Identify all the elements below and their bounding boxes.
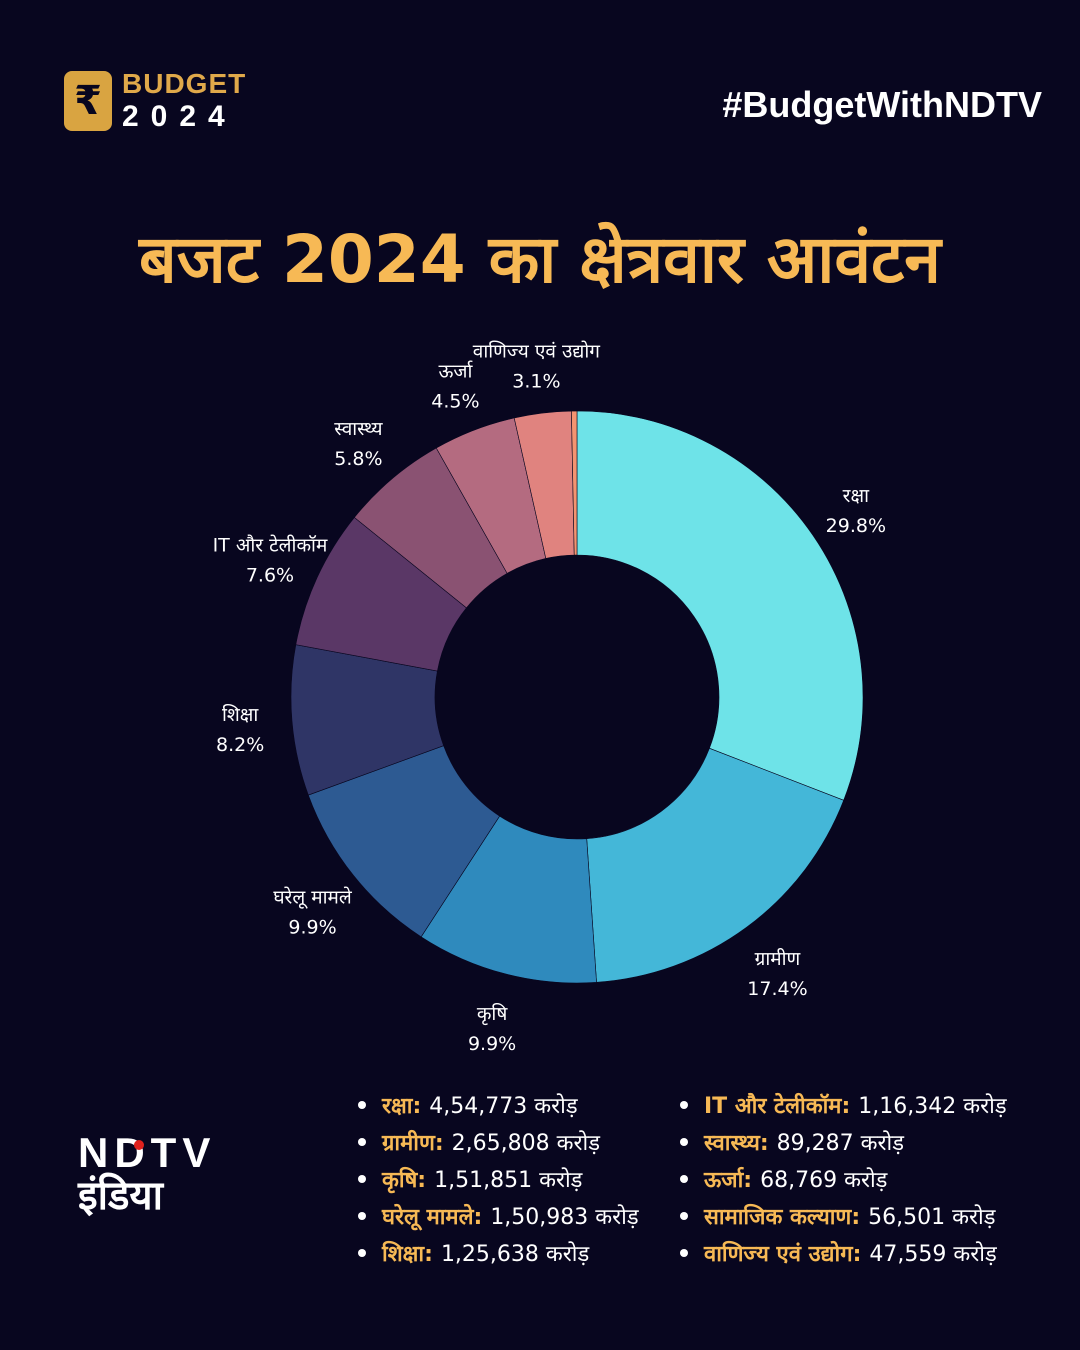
slice-percent-label: 5.8% bbox=[334, 448, 382, 470]
legend-item: वाणिज्य एवं उद्योग: 47,559 करोड़ bbox=[680, 1234, 1058, 1271]
bullet-icon bbox=[358, 1248, 366, 1257]
slice-percent-label: 17.4% bbox=[747, 978, 807, 1000]
logo-title: BUDGET bbox=[122, 68, 247, 99]
donut-slice bbox=[576, 410, 864, 801]
logo-year: 2024 bbox=[122, 100, 237, 133]
brand-red-dot bbox=[134, 1140, 144, 1150]
bullet-icon bbox=[680, 1211, 688, 1220]
hashtag: #BudgetWithNDTV bbox=[722, 84, 1042, 125]
slice-percent-label: 9.9% bbox=[468, 1033, 516, 1055]
slice-label: ग्रामीण bbox=[755, 947, 801, 970]
legend-item: ग्रामीण: 2,65,808 करोड़ bbox=[358, 1123, 680, 1160]
slice-percent-label: 7.6% bbox=[246, 565, 294, 587]
ndtv-india-logo: NDTV इंडिया bbox=[78, 1132, 288, 1222]
bullet-icon bbox=[358, 1211, 366, 1220]
bullet-icon bbox=[680, 1248, 688, 1257]
legend-item: रक्षा: 4,54,773 करोड़ bbox=[358, 1086, 680, 1123]
brand-line1: NDTV bbox=[78, 1129, 217, 1176]
legend-item: IT और टेलीकॉम: 1,16,342 करोड़ bbox=[680, 1086, 1058, 1123]
bullet-icon bbox=[358, 1137, 366, 1146]
bullet-icon bbox=[358, 1100, 366, 1109]
slice-label: ऊर्जा bbox=[438, 360, 473, 383]
bullet-icon bbox=[680, 1100, 688, 1109]
legend-item: ऊर्जा: 68,769 करोड़ bbox=[680, 1160, 1058, 1197]
bullet-icon bbox=[680, 1174, 688, 1183]
donut-slice bbox=[586, 747, 845, 983]
legend-item: सामाजिक कल्याण: 56,501 करोड़ bbox=[680, 1197, 1058, 1234]
slice-label: घरेलू मामले bbox=[273, 885, 353, 909]
page-title: बजट 2024 का क्षेत्रवार आवंटन bbox=[139, 221, 941, 298]
slice-percent-label: 4.5% bbox=[431, 391, 479, 413]
slice-percent-label: 9.9% bbox=[288, 916, 336, 938]
slice-percent-label: 3.1% bbox=[512, 370, 560, 392]
legend-item: स्वास्थ्य: 89,287 करोड़ bbox=[680, 1123, 1058, 1160]
slice-label: रक्षा bbox=[843, 485, 870, 507]
brand-line2: इंडिया bbox=[78, 1173, 163, 1219]
donut-slice bbox=[571, 410, 578, 556]
bullet-icon bbox=[680, 1137, 688, 1146]
slice-label: शिक्षा bbox=[222, 703, 259, 726]
slice-percent-label: 29.8% bbox=[826, 515, 886, 537]
bullet-icon bbox=[358, 1174, 366, 1183]
legend-item: घरेलू मामले: 1,50,983 करोड़ bbox=[358, 1197, 680, 1234]
slice-label: स्वास्थ्य bbox=[334, 418, 383, 440]
budget-logo: ₹ BUDGET 2024 bbox=[64, 70, 246, 132]
allocation-legend: रक्षा: 4,54,773 करोड़ IT और टेलीकॉम: 1,16,… bbox=[358, 1086, 1058, 1271]
slice-percent-label: 8.2% bbox=[216, 734, 264, 756]
slice-label: वाणिज्य एवं उद्योग bbox=[473, 339, 600, 362]
legend-item: शिक्षा: 1,25,638 करोड़ bbox=[358, 1234, 680, 1271]
slice-label: IT और टेलीकॉम bbox=[213, 534, 328, 557]
legend-item: कृषि: 1,51,851 करोड़ bbox=[358, 1160, 680, 1197]
slice-label: कृषि bbox=[477, 1002, 509, 1026]
rupee-icon: ₹ bbox=[64, 71, 112, 131]
